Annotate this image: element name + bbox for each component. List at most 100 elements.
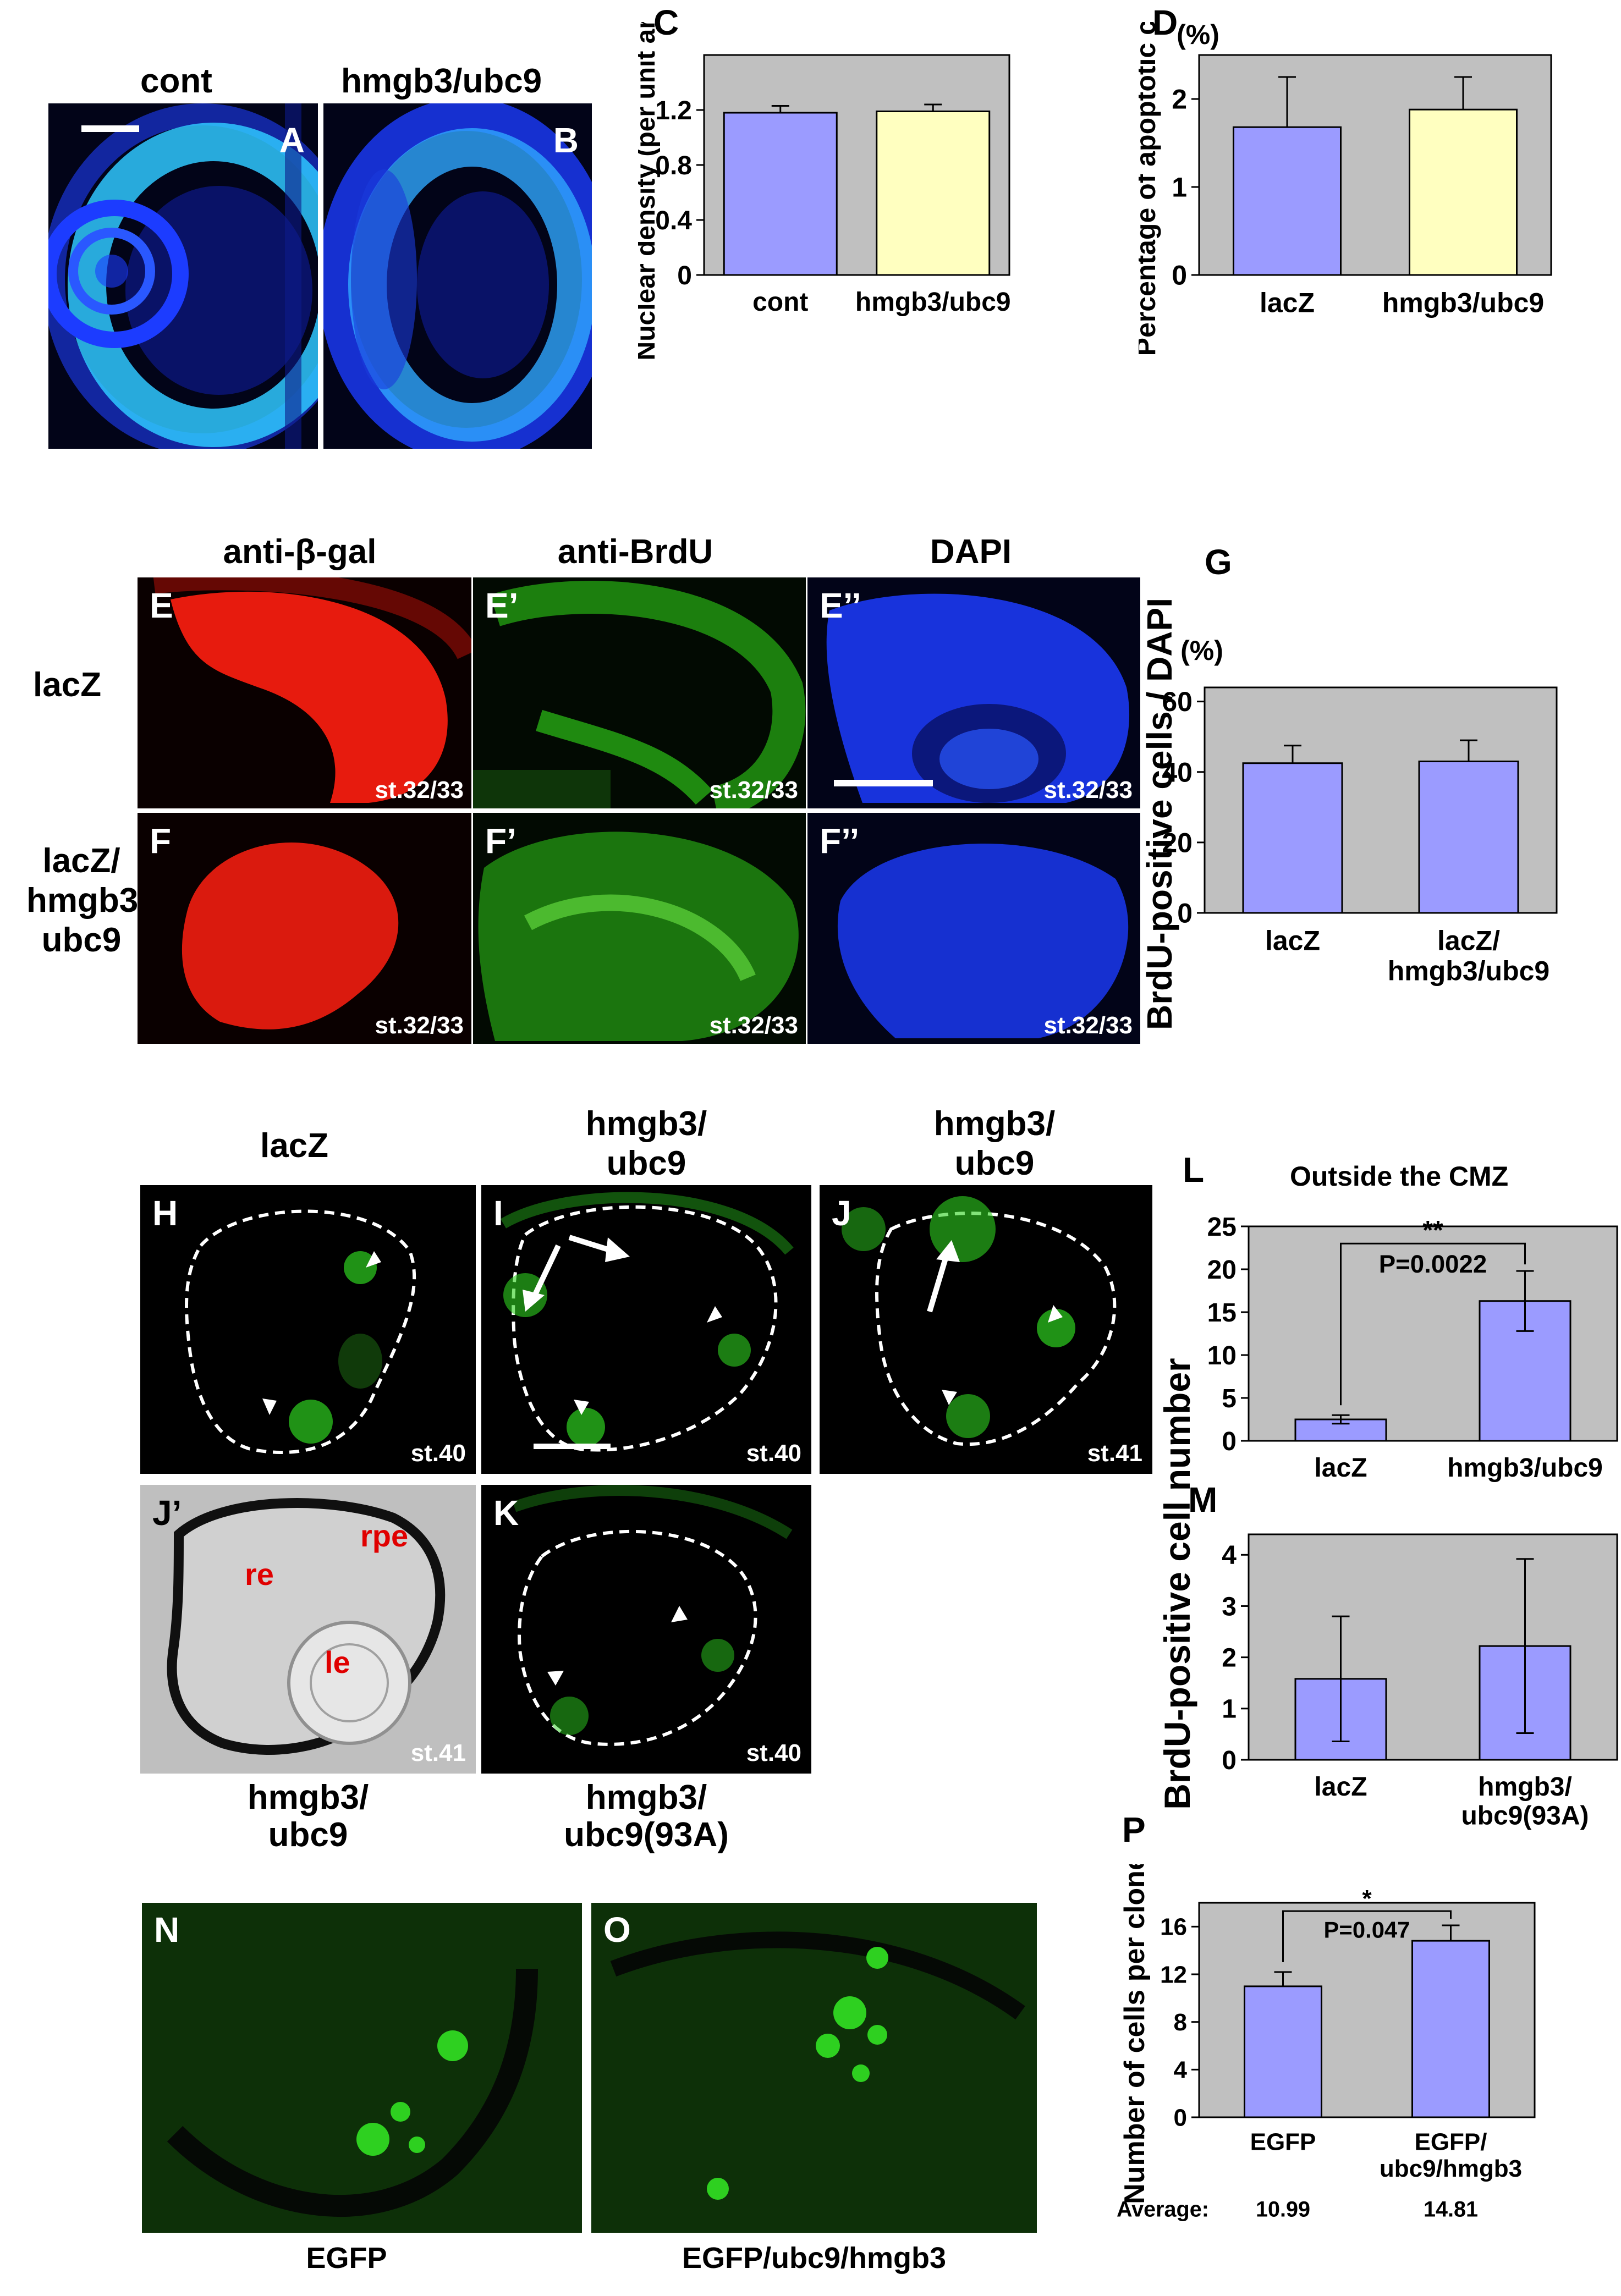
retina-outline — [512, 1205, 778, 1452]
y-tick-label: 3 — [1222, 1592, 1237, 1621]
unit-label: (%) — [1177, 22, 1219, 50]
y-tick-label: 1.2 — [655, 96, 692, 125]
unit-label: (%) — [1180, 635, 1223, 666]
panel-j-stage: st.41 — [1087, 1440, 1142, 1467]
bar — [1233, 126, 1342, 276]
arrow-icon — [523, 1290, 545, 1312]
scale-bar — [81, 125, 139, 132]
panel-h-micrograph: H st.40 — [140, 1185, 476, 1474]
panel-n-micrograph: N — [142, 1903, 582, 2233]
scale-bar — [534, 1444, 611, 1449]
rpe-tag: rpe — [360, 1518, 409, 1553]
category-label: lacZ — [1260, 288, 1315, 318]
panel-o-image — [591, 1903, 1037, 2233]
panel-k-letter: K — [493, 1493, 519, 1533]
p-value-label: P=0.047 — [1324, 1917, 1410, 1943]
panel-j1-micrograph: J’ re rpe le st.41 — [140, 1485, 476, 1774]
significance-bracket — [1340, 1242, 1526, 1406]
y-axis-label: Nuclear density (per unit area) — [638, 22, 661, 360]
panel-b-letter: B — [553, 120, 579, 160]
y-tick-label: 4 — [1174, 2057, 1188, 2084]
row-label-line3: ubc9 — [41, 921, 122, 959]
arrowhead-icon — [262, 1398, 277, 1415]
y-tick-label: 0 — [1177, 898, 1193, 929]
arrow-icon — [927, 1256, 949, 1313]
panel-h-letter: H — [152, 1193, 178, 1233]
panel-i-micrograph: I st.40 — [481, 1185, 811, 1474]
panel-j-micrograph: J st.41 — [820, 1185, 1152, 1474]
arrowhead-icon — [1048, 1305, 1063, 1323]
panel-j1-letter: J’ — [152, 1493, 182, 1533]
panel-f-stage: st.32/33 — [375, 1012, 464, 1039]
y-tick-label: 15 — [1207, 1298, 1237, 1328]
panel-a-title: cont — [140, 62, 212, 100]
panel-j1-stage: st.41 — [410, 1739, 466, 1766]
panel-j-title-line1: hmgb3/ — [933, 1105, 1056, 1143]
average-value: 10.99 — [1256, 2197, 1310, 2221]
panel-f2-letter: F’’ — [820, 821, 860, 861]
panel-f2-image — [837, 843, 1129, 1038]
scale-bar — [834, 780, 933, 786]
bar — [723, 112, 838, 276]
panel-j-image — [842, 1196, 1117, 1446]
y-tick-label: 5 — [1222, 1384, 1237, 1413]
retina-tag: re — [245, 1557, 274, 1592]
chart-l-title: Outside the CMZ — [1290, 1161, 1509, 1192]
panel-n-caption: EGFP — [306, 2242, 387, 2275]
arrow-icon — [568, 1235, 614, 1254]
panel-b-micrograph: B — [323, 103, 592, 449]
panel-j1-caption-line2: ubc9 — [268, 1816, 348, 1854]
y-tick-label: 60 — [1162, 686, 1193, 717]
panel-k-micrograph: K st.40 — [481, 1485, 811, 1774]
row-label-lacz-hmgb3-ubc9: lacZ/ hmgb3/ ubc9 — [26, 841, 148, 960]
y-tick-label: 0 — [1174, 2104, 1187, 2131]
y-tick-label: 10 — [1207, 1341, 1237, 1370]
panel-k-caption-line2: ubc9(93A) — [564, 1816, 729, 1854]
panel-j1-caption: hmgb3/ ubc9 — [248, 1779, 369, 1854]
column-title-brdu: anti-BrdU — [557, 533, 713, 571]
bar — [1411, 1940, 1490, 2118]
y-tick-label: 16 — [1160, 1914, 1187, 1941]
y-tick-label: 25 — [1207, 1213, 1237, 1242]
retina-outline — [518, 1529, 757, 1746]
category-label: ubc9/hmgb3 — [1380, 2155, 1522, 2182]
panel-e2-micrograph: E’’ st.32/33 — [807, 577, 1140, 808]
category-label: cont — [752, 288, 808, 317]
lens-tag: le — [325, 1645, 350, 1680]
y-axis-label: BrdU-positive cells / DAPI — [1144, 598, 1179, 1030]
y-tick-label: 0 — [1222, 1427, 1237, 1456]
panel-j-title: hmgb3/ ubc9 — [934, 1104, 1055, 1183]
category-label: ubc9(93A) — [1461, 1802, 1589, 1831]
panel-f-image — [182, 842, 399, 1029]
y-tick-label: 2 — [1172, 84, 1187, 115]
y-tick-label: 12 — [1160, 1961, 1187, 1988]
panel-d-letter: D — [1152, 3, 1178, 42]
panel-e1-stage: st.32/33 — [709, 777, 798, 803]
y-tick-label: 20 — [1207, 1256, 1237, 1285]
panel-b-title: hmgb3/ubc9 — [341, 62, 542, 100]
panel-e2-image — [826, 593, 1130, 803]
column-title-dapi: DAPI — [930, 533, 1012, 571]
panel-j-title-line2: ubc9 — [954, 1144, 1035, 1182]
panel-f1-stage: st.32/33 — [709, 1012, 798, 1039]
y-tick-label: 0 — [677, 261, 692, 290]
y-tick-label: 4 — [1222, 1541, 1237, 1570]
panel-a-micrograph: A — [48, 103, 318, 449]
p-value-label: P=0.0022 — [1379, 1250, 1487, 1278]
panel-l-letter: L — [1183, 1150, 1205, 1190]
panel-n-letter: N — [154, 1910, 180, 1950]
y-tick-label: 40 — [1162, 757, 1193, 788]
y-tick-label: 0 — [1172, 260, 1187, 291]
chart-p: 0 4 8 12 16 EGFP 10.99 EGFP/ubc9/hmgb3 14.81 Aver… — [1117, 1864, 1536, 2221]
panel-m-letter: M — [1188, 1480, 1218, 1519]
category-label: EGFP/ — [1414, 2128, 1487, 2155]
retina-outline — [875, 1212, 1117, 1446]
row-label-line1: lacZ/ — [42, 842, 120, 880]
panel-i-title-line2: ubc9 — [606, 1144, 686, 1182]
arrowhead-icon — [366, 1251, 381, 1268]
panel-f1-image — [478, 832, 799, 1041]
category-label: hmgb3/ubc9 — [1382, 288, 1544, 318]
y-tick-label: 0.8 — [655, 151, 692, 180]
bar — [1409, 108, 1518, 276]
row-label-line2: hmgb3/ — [26, 882, 148, 919]
